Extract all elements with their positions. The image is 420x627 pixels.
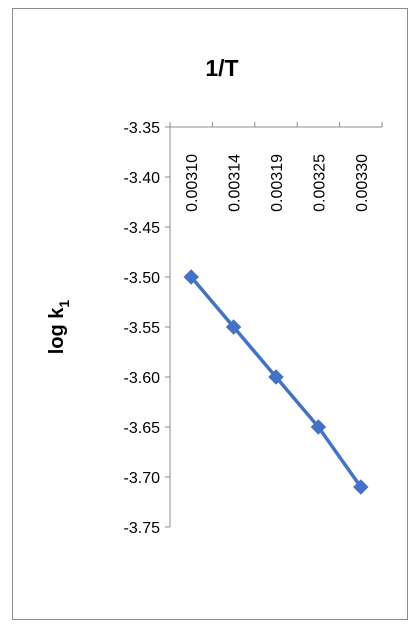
y-tick-label: -3.75 xyxy=(124,520,161,537)
y-tick-label: -3.50 xyxy=(124,270,161,287)
x-tick-label: 0.00325 xyxy=(311,154,328,212)
y-axis-title-subscript: 1 xyxy=(56,300,72,308)
y-tick-label: -3.60 xyxy=(124,370,161,387)
x-tick-label: 0.00310 xyxy=(184,154,201,212)
x-tick-label: 0.00319 xyxy=(269,154,286,212)
y-tick-label: -3.70 xyxy=(124,470,161,487)
y-tick-label: -3.40 xyxy=(124,170,161,187)
y-tick-label: -3.45 xyxy=(124,220,161,237)
y-tick-label: -3.55 xyxy=(124,320,161,337)
y-axis-title: log k1 xyxy=(46,300,72,355)
x-tick-label: 0.00314 xyxy=(227,154,244,212)
chart-frame xyxy=(12,8,408,620)
y-axis-title-main: log k xyxy=(46,307,68,355)
y-tick-label: -3.65 xyxy=(124,420,161,437)
plot-area xyxy=(183,269,369,495)
chart-title: 1/T xyxy=(205,55,238,81)
data-point-marker xyxy=(183,269,199,285)
data-point-marker xyxy=(353,479,369,495)
data-point-marker xyxy=(310,419,327,435)
y-tick-labels: -3.35 -3.40 -3.45 -3.50 -3.55 -3.60 -3.65 -3.70… xyxy=(124,120,161,537)
data-point-marker xyxy=(268,369,284,385)
x-tick-labels: 0.00310 0.00314 0.00319 0.00325 0.00330 xyxy=(184,154,371,212)
x-tick-label: 0.00330 xyxy=(354,154,371,212)
y-tick-label: -3.35 xyxy=(124,120,161,137)
axes xyxy=(165,122,383,528)
data-point-marker xyxy=(225,319,242,335)
